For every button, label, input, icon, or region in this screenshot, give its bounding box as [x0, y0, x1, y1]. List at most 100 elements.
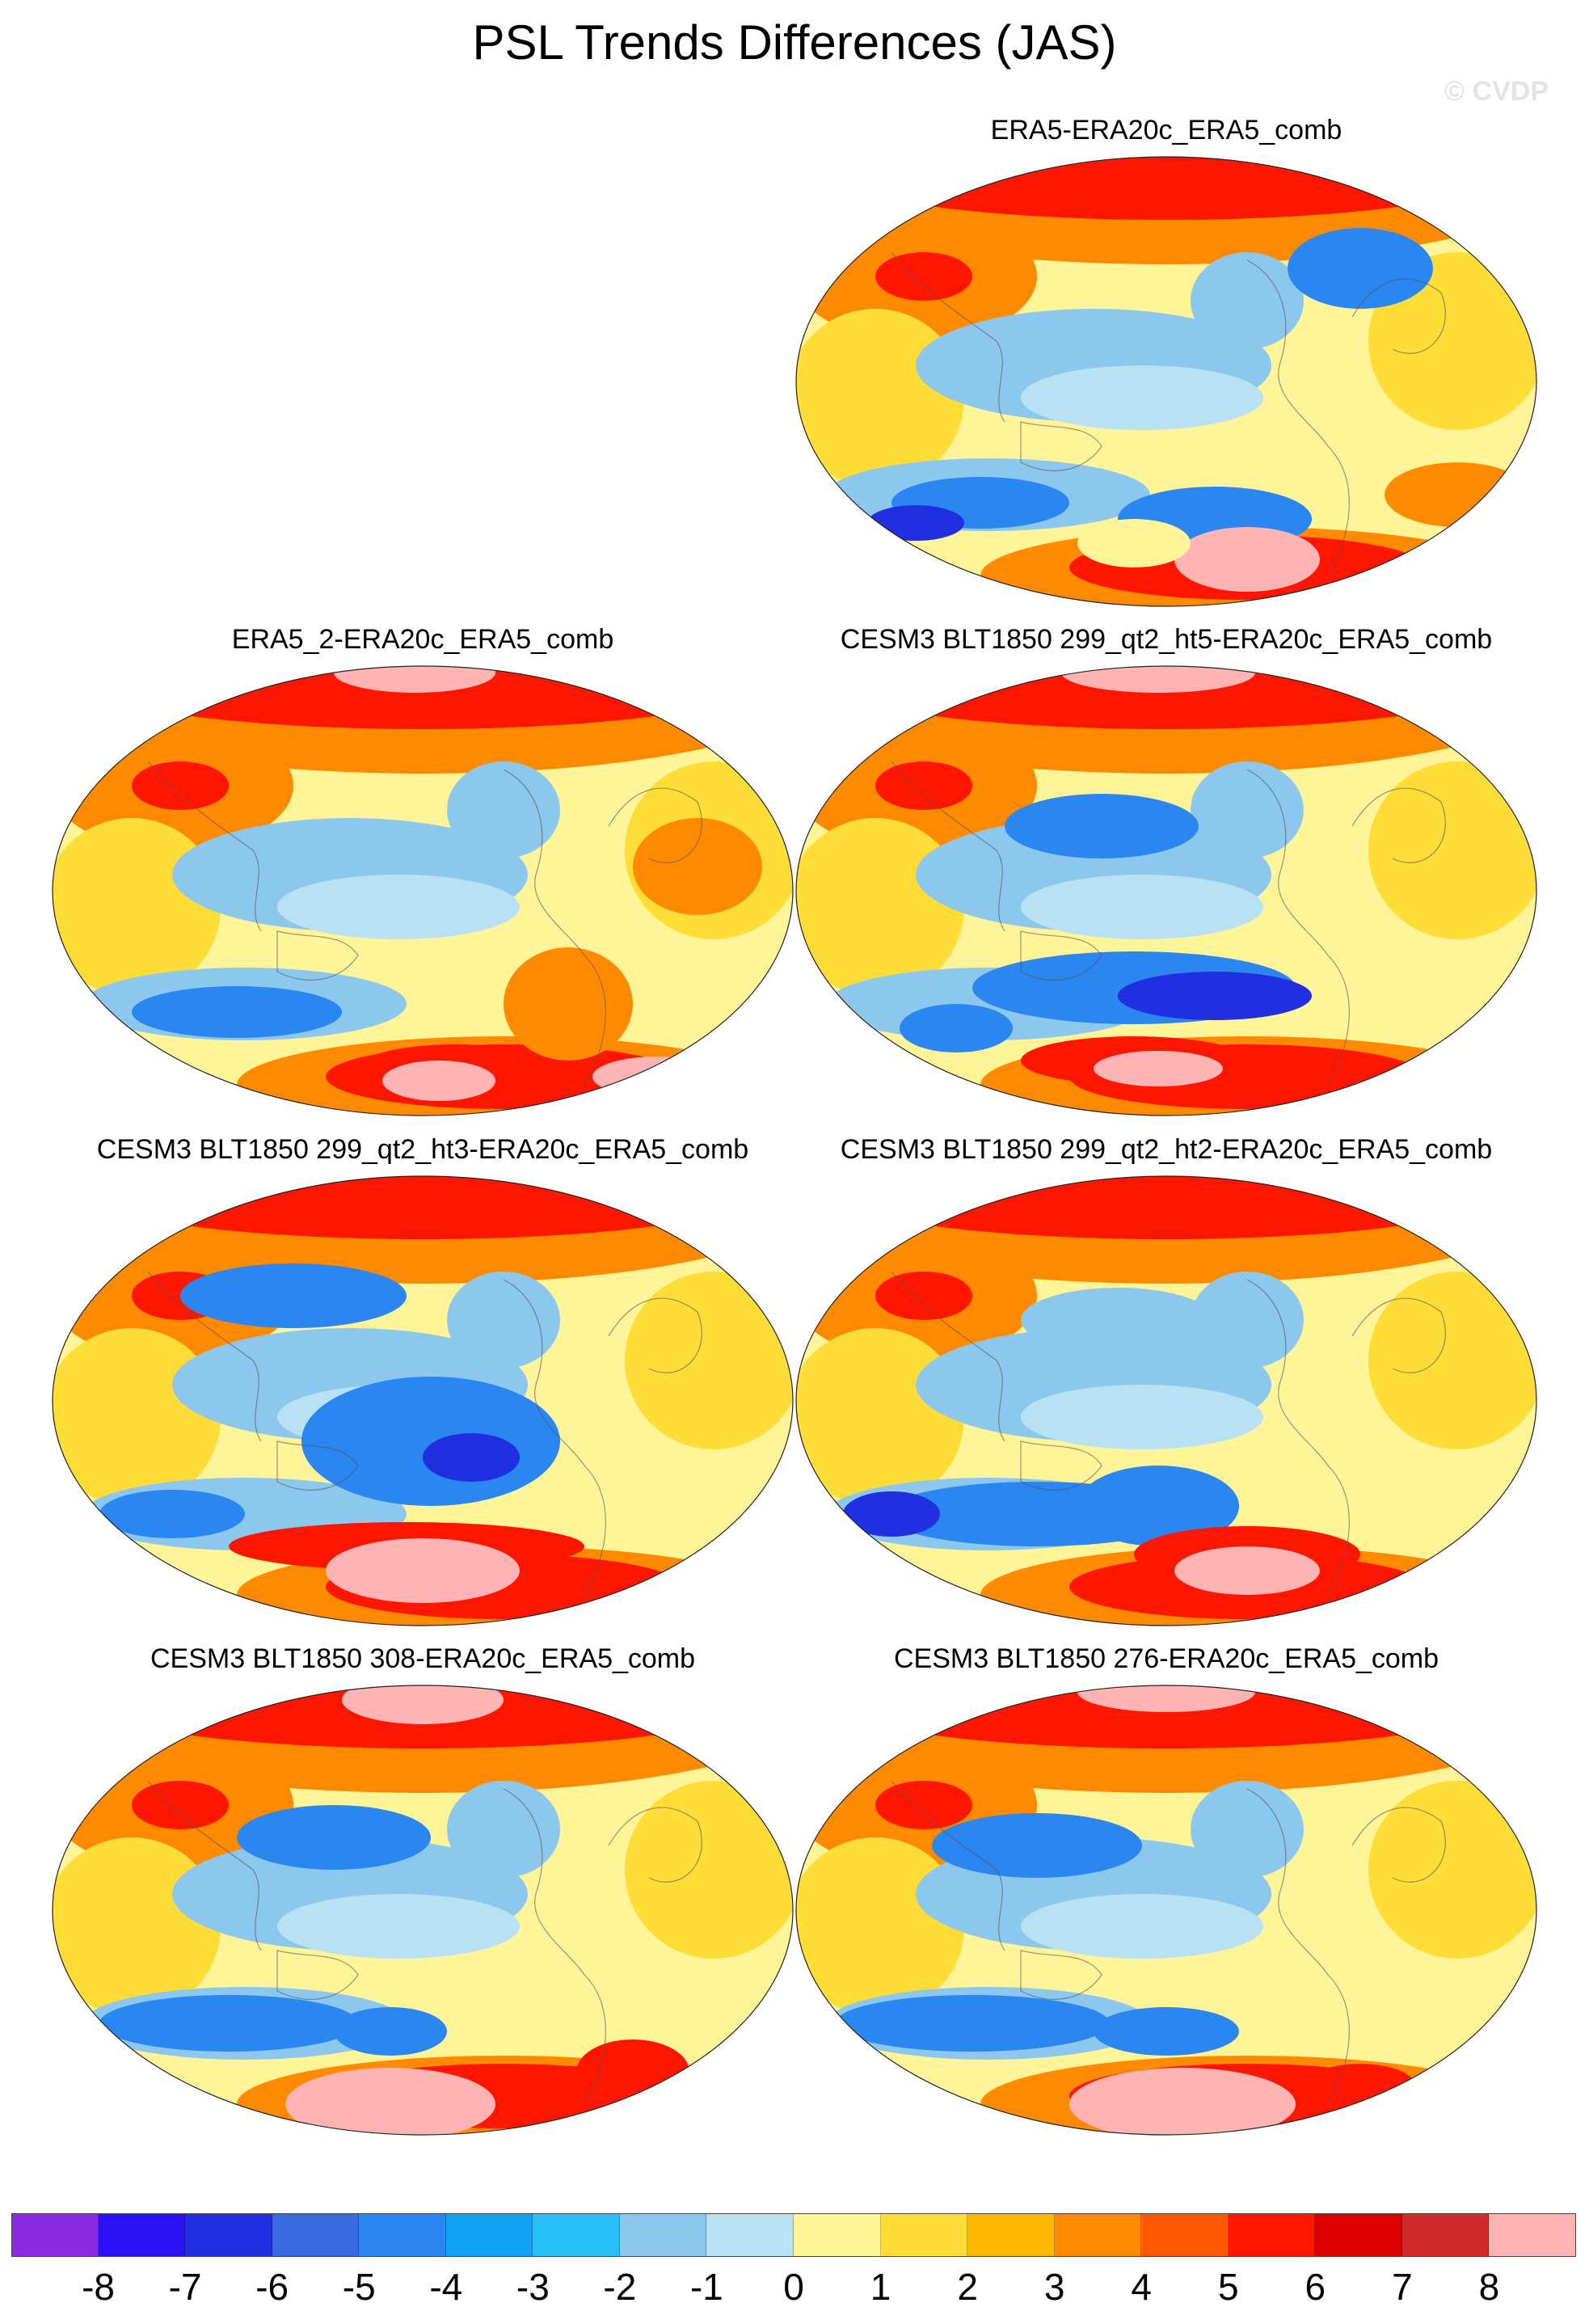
trend-contour-region [1021, 875, 1263, 939]
colorbar-tick-label: 7 [1392, 2266, 1413, 2308]
coastline [1351, 787, 1446, 863]
trend-contour-region [875, 761, 972, 810]
coastline [1351, 1297, 1446, 1373]
trend-contour-region [326, 1538, 520, 1603]
colorbar-swatch [445, 2213, 533, 2257]
map-panel-6: CESM3 BLT1850 308-ERA20c_ERA5_comb [51, 1643, 794, 2161]
coastline [1246, 769, 1350, 1086]
coastline [891, 1780, 1005, 1951]
colorbar-tick-label: -6 [255, 2266, 289, 2308]
panel-title: ERA5_2-ERA20c_ERA5_comb [231, 624, 614, 655]
trend-contour-region [53, 818, 221, 996]
map-border [52, 1175, 794, 1626]
trend-contour-region [1021, 1288, 1215, 1352]
trend-contour-region [1191, 1272, 1304, 1369]
trend-contour-region [932, 1813, 1142, 1878]
trend-contour-region [53, 1837, 221, 2015]
trend-contour-region [796, 818, 964, 996]
trend-contour-region [875, 1272, 972, 1320]
coastline [147, 1780, 262, 1951]
colorbar-swatch [185, 2213, 272, 2257]
colorbar-tick-label: 0 [783, 2266, 804, 2308]
colorbar-tick-label: -3 [516, 2266, 550, 2308]
trend-contour-region [1069, 2068, 1296, 2135]
trend-contour-region [625, 1272, 793, 1449]
coastline [1020, 930, 1102, 981]
coastline [276, 1440, 359, 1491]
trend-contour-region [796, 1837, 964, 2015]
map-border [52, 665, 794, 1116]
trend-contour-region [334, 2007, 447, 2056]
colorbar-swatch [11, 2213, 99, 2257]
coastline [503, 1788, 606, 2105]
trend-contour-region [180, 1263, 407, 1328]
panel-title: CESM3 BLT1850 276-ERA20c_ERA5_comb [893, 1643, 1439, 1674]
trend-contour-region [1061, 666, 1255, 693]
trend-map [52, 665, 794, 1116]
trend-contour-region [875, 252, 972, 301]
colorbar-frame [11, 2213, 1576, 2257]
map-panel-2: ERA5_2-ERA20c_ERA5_comb [51, 624, 794, 1141]
trend-contour-region [447, 761, 560, 858]
trend-map [52, 1685, 794, 2136]
trend-contour-region [1368, 761, 1536, 939]
map-panel-3: CESM3 BLT1850 299_qt2_ht5-ERA20c_ERA5_co… [794, 624, 1538, 1141]
trend-contour-region [99, 1995, 358, 2052]
map-panel-5: CESM3 BLT1850 299_qt2_ht2-ERA20c_ERA5_co… [794, 1134, 1538, 1651]
colorbar-swatch [794, 2213, 881, 2257]
colorbar-tick-label: -5 [342, 2266, 376, 2308]
trend-contour-region [99, 1490, 245, 1538]
trend-contour-region [382, 1061, 495, 1101]
colorbar-tick-label: -2 [603, 2266, 637, 2308]
trend-contour-region [576, 2039, 689, 2104]
trend-contour-region [1077, 1685, 1255, 1712]
coastline [276, 930, 359, 981]
trend-map [795, 156, 1537, 607]
colorbar-tick-label: -7 [168, 2266, 202, 2308]
coastline [891, 1271, 1005, 1442]
cvdp-credit-watermark: © CVDP [1444, 76, 1549, 107]
trend-contour-region [1304, 2064, 1417, 2112]
trend-contour-region [1191, 1781, 1304, 1878]
figure-title: PSL Trends Differences (JAS) [472, 15, 1117, 70]
trend-contour-region [334, 666, 495, 693]
map-border [795, 1175, 1537, 1626]
trend-contour-region [1191, 252, 1304, 349]
map-panel-1: ERA5-ERA20c_ERA5_comb [794, 115, 1538, 632]
trend-contour-region [900, 1004, 1013, 1052]
trend-contour-region [1368, 252, 1536, 430]
colorbar-tick-label: 2 [957, 2266, 978, 2308]
map-border [795, 1685, 1537, 2136]
coastline [276, 1950, 359, 2000]
coastline [1246, 259, 1350, 576]
colorbar-tick-label: 4 [1131, 2266, 1153, 2308]
trend-contour-region [504, 947, 633, 1061]
coastline [147, 761, 262, 932]
trend-contour-region [1077, 519, 1191, 567]
trend-contour-region [447, 1781, 560, 1878]
coastline [1020, 1440, 1102, 1491]
colorbar-swatch [272, 2213, 360, 2257]
trend-contour-region [132, 1781, 229, 1829]
trend-contour-region [1385, 462, 1530, 527]
coastline [1246, 1788, 1350, 2105]
colorbar-swatch [1489, 2213, 1576, 2257]
trend-contour-region [1021, 1385, 1263, 1449]
trend-contour-region [796, 309, 964, 487]
trend-contour-region [83, 1176, 762, 1239]
colorbar-swatch [359, 2213, 446, 2257]
trend-contour-region [827, 1176, 1506, 1239]
trend-contour-region [132, 986, 342, 1038]
colorbar-swatch [706, 2213, 794, 2257]
colorbar-tick-label: -1 [689, 2266, 723, 2308]
trend-map [795, 1175, 1537, 1626]
coastline [1020, 1950, 1102, 2000]
trend-contour-region [875, 1781, 972, 1829]
trend-contour-region [625, 1781, 793, 1959]
trend-contour-region [277, 1894, 520, 1959]
trend-contour-region [592, 1057, 722, 1097]
colorbar-swatch [1401, 2213, 1490, 2257]
trend-contour-region [1368, 1781, 1536, 1959]
colorbar-swatch [1054, 2213, 1142, 2257]
map-panel-7: CESM3 BLT1850 276-ERA20c_ERA5_comb [794, 1643, 1538, 2161]
